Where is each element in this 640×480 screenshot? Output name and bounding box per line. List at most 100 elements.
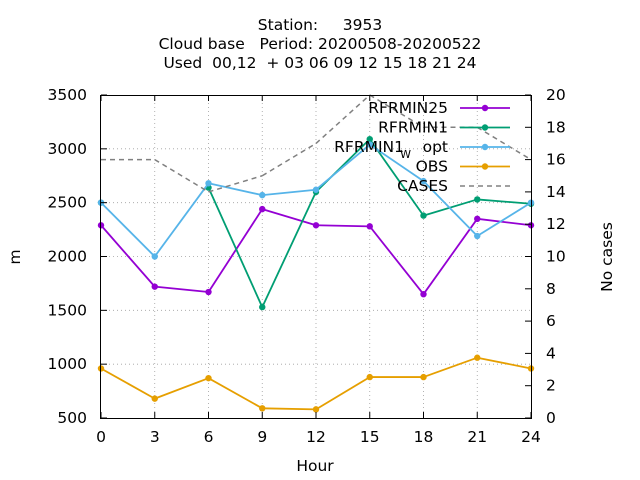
- y-tick-label: 2000: [48, 248, 87, 266]
- series-segment: [100, 367, 156, 400]
- y2-tick-label: 2: [546, 377, 556, 395]
- legend-label: RFRMIN1: [334, 138, 404, 156]
- series-segment: [369, 94, 424, 128]
- y2-tick-label: 6: [546, 312, 556, 330]
- series-segment: [154, 285, 209, 293]
- legend-label-subscript: W: [400, 148, 411, 161]
- series-segment: [315, 143, 371, 191]
- data-point: [151, 395, 158, 402]
- series-segment: [477, 356, 532, 370]
- legend-marker: [481, 163, 489, 170]
- legend-label: RFRMIN25: [368, 99, 448, 117]
- y2-tick-label: 20: [546, 86, 566, 104]
- series-segment: [100, 224, 156, 288]
- series-segment: [100, 202, 156, 258]
- series-segment: [476, 126, 532, 161]
- data-point: [420, 290, 427, 298]
- data-point: [205, 288, 212, 296]
- y2-axis-label: No cases: [598, 222, 616, 292]
- series-segment: [207, 208, 264, 293]
- axes: 0 3 6 9 12 15 18 21 2450010001500200025003000350…: [48, 86, 566, 446]
- data-point: [420, 373, 427, 381]
- y-tick-label: 3000: [48, 140, 87, 158]
- data-point: [474, 232, 481, 240]
- x-tick-label: 21: [467, 428, 487, 446]
- x-tick-label: 9: [257, 428, 267, 446]
- series-rfrmin25: [97, 205, 535, 298]
- legend-label-suffix: opt: [423, 138, 448, 156]
- series-segment: [262, 188, 317, 197]
- legend-marker: [481, 143, 489, 151]
- series-segment: [261, 191, 317, 308]
- series-segment: [369, 138, 425, 217]
- x-tick-label: 0: [96, 428, 106, 446]
- series-segment: [422, 218, 478, 295]
- x-tick-label: 6: [204, 428, 214, 446]
- series-segment: [477, 217, 532, 227]
- y2-tick-label: 18: [546, 118, 566, 136]
- series-cases: [101, 94, 532, 193]
- legend-label: RFRMIN1: [378, 119, 448, 137]
- data-point: [259, 205, 266, 213]
- y2-tick-label: 4: [546, 344, 556, 362]
- series-segment: [369, 143, 425, 182]
- data-point: [151, 253, 158, 260]
- legend-marker: [481, 124, 489, 131]
- title-line-period: Cloud base Period: 20200508-20200522: [158, 35, 482, 53]
- data-point: [259, 191, 266, 199]
- series-segment: [208, 377, 263, 410]
- data-point: [151, 283, 158, 290]
- y-tick-label: 1500: [48, 301, 87, 319]
- series-segment: [476, 201, 532, 237]
- series-segment: [208, 175, 263, 193]
- series-segment: [154, 377, 209, 400]
- y-tick-label: 2500: [48, 194, 87, 212]
- data-point: [312, 406, 320, 413]
- x-tick-label: 24: [521, 428, 541, 446]
- y2-tick-label: 16: [546, 151, 566, 169]
- data-point: [366, 223, 373, 230]
- series-segment: [262, 407, 317, 411]
- y2-tick-label: 10: [546, 248, 566, 266]
- series-segment: [208, 182, 263, 197]
- data-point: [366, 141, 373, 148]
- data-point: [205, 374, 212, 382]
- legend-label: OBS: [416, 158, 448, 176]
- data-point: [259, 405, 266, 412]
- series-segment: [261, 142, 317, 177]
- y2-tick-label: 12: [546, 215, 566, 233]
- data-point: [366, 135, 373, 143]
- series-segment: [261, 208, 317, 227]
- series-layer: [97, 94, 535, 413]
- data-point: [474, 354, 481, 361]
- data-point: [474, 215, 481, 223]
- x-tick-label: 15: [360, 428, 380, 446]
- title-line-used-hours: Used 00,12 + 03 06 09 12 15 18 21 24: [163, 54, 477, 72]
- y2-tick-label: 0: [546, 409, 556, 427]
- y-tick-label: 3500: [48, 86, 87, 104]
- y2-tick-label: 14: [546, 183, 566, 201]
- legend-marker: [481, 104, 489, 112]
- y2-tick-label: 8: [546, 280, 556, 298]
- x-tick-label: 12: [306, 428, 326, 446]
- series-rfrmin1-w-opt: [97, 141, 535, 260]
- y-axis-label: m: [6, 249, 24, 264]
- x-axis-label: Hour: [296, 457, 334, 475]
- series-segment: [315, 224, 370, 228]
- data-point: [205, 180, 212, 187]
- legend-label: CASES: [397, 177, 448, 195]
- data-point: [420, 177, 427, 185]
- series-obs: [97, 354, 535, 413]
- x-tick-label: 3: [150, 428, 160, 446]
- series-segment: [315, 376, 371, 411]
- y-tick-label: 1000: [48, 355, 87, 373]
- data-point: [312, 186, 320, 193]
- chart-title: Station: 3953 Cloud base Period: 2020050…: [0, 16, 640, 73]
- series-segment: [422, 180, 478, 237]
- series-segment: [423, 356, 478, 378]
- data-point: [474, 196, 481, 203]
- series-segment: [477, 198, 532, 205]
- series-segment: [154, 158, 209, 193]
